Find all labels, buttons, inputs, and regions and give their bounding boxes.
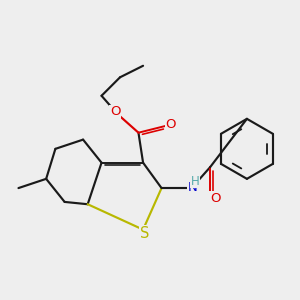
Text: O: O xyxy=(110,105,121,119)
Text: O: O xyxy=(166,118,176,131)
Text: H: H xyxy=(190,175,199,188)
Text: O: O xyxy=(210,192,220,205)
Text: S: S xyxy=(140,226,149,241)
Text: N: N xyxy=(188,181,197,194)
